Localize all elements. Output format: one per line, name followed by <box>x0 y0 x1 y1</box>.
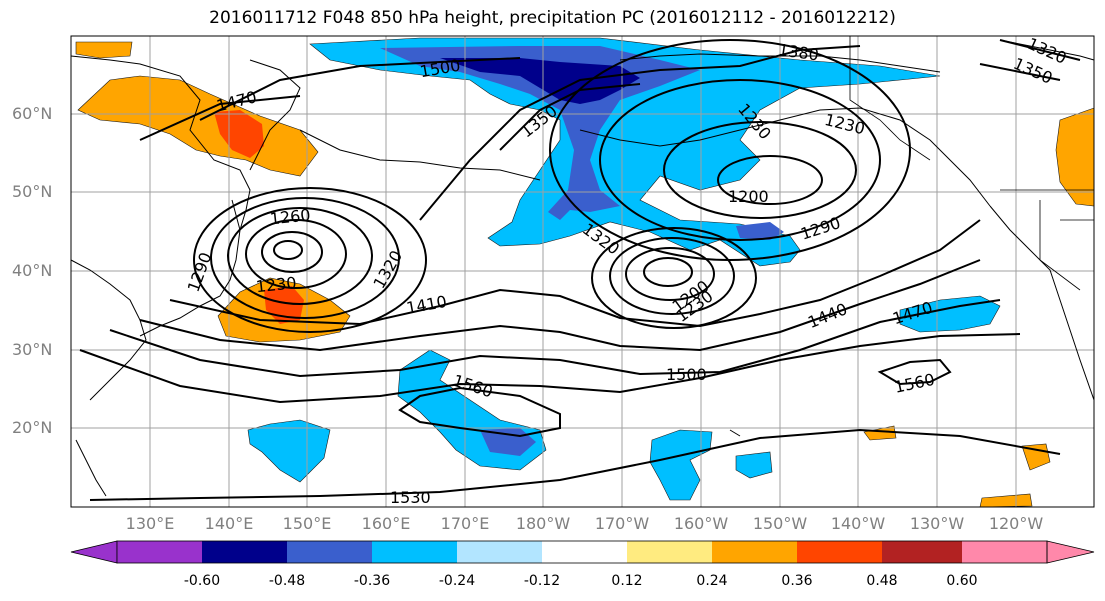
colorbar-extend-left <box>70 540 118 564</box>
colorbar-bin <box>202 541 287 563</box>
coast-philippines <box>75 439 107 497</box>
contour-1410 <box>169 219 981 328</box>
lon-label: 130°W <box>909 514 965 533</box>
graticule <box>71 36 1094 507</box>
shade-neg-s2 <box>735 451 773 479</box>
shade-pos-nw-red <box>214 110 264 158</box>
coast-japan <box>139 199 241 337</box>
contour-c-1290 <box>591 227 757 329</box>
colorbar-tick-label: -0.12 <box>523 573 561 589</box>
lon-label: 150°E <box>282 514 332 533</box>
contour-ne-1230 <box>663 121 857 219</box>
lon-label: 170°W <box>594 514 650 533</box>
colorbar-bin <box>712 541 797 563</box>
colorbar-tick-label: -0.24 <box>438 573 476 589</box>
contour-1380 <box>419 45 861 221</box>
shade-pos-se2 <box>979 493 1033 508</box>
coast-na-west <box>989 205 1095 401</box>
colorbar-bin <box>457 541 542 563</box>
colorbar-tick-label: 0.12 <box>611 573 643 589</box>
contour-1350-n <box>499 83 641 151</box>
contour-label: 1500 <box>666 365 707 384</box>
colorbar-tick-label: -0.48 <box>268 573 306 589</box>
shade-neg-east <box>899 295 1001 333</box>
coast-alaska-n <box>619 53 941 73</box>
shade-neg-north-dark <box>440 58 640 104</box>
contour-1500 <box>79 333 1021 404</box>
lon-label: 150°W <box>752 514 808 533</box>
contour-1500-n <box>199 57 521 121</box>
contour-c-1200 <box>643 257 693 287</box>
contour-1320-e <box>999 39 1081 61</box>
map-title: 2016011712 F048 850 hPa height, precipit… <box>209 8 896 28</box>
contour-c-1230 <box>625 247 715 301</box>
shade-pos-nw-top <box>75 41 133 59</box>
colorbar-outline <box>116 540 1048 564</box>
coast-alaska <box>579 107 991 207</box>
lat-label-20n: 20°N <box>12 418 53 437</box>
lat-label-40n: 40°N <box>12 261 53 280</box>
contour-label: 1230 <box>255 273 297 296</box>
colorbar-bin <box>797 541 882 563</box>
contour-label: 1530 <box>390 488 431 507</box>
colorbar-extend-right <box>1046 540 1095 564</box>
colorbar-bin <box>287 541 372 563</box>
lat-label-60n: 60°N <box>12 104 53 123</box>
lon-label: 140°E <box>204 514 254 533</box>
map-frame <box>70 35 1095 508</box>
contour-c-1260 <box>609 237 735 315</box>
lon-label: 160°E <box>361 514 411 533</box>
colorbar-bin <box>372 541 457 563</box>
contour-1560-w <box>398 386 561 438</box>
contour-w-1350 <box>193 187 427 333</box>
contour-1530 <box>89 428 1061 501</box>
contour-w-1320 <box>210 197 400 319</box>
coast-kamchatka <box>249 59 301 171</box>
colorbar-bin <box>882 541 962 563</box>
lon-label: 180°W <box>515 514 571 533</box>
shade-neg-east-mid <box>736 222 784 240</box>
contour-ne-1200 <box>717 155 823 205</box>
contour-w-1260 <box>245 219 347 289</box>
contour-w-1230 <box>261 231 323 273</box>
colorbar-tick-label: 0.24 <box>696 573 728 589</box>
shade-neg-sw <box>247 419 331 483</box>
border-states-1 <box>1039 200 1081 291</box>
colorbar-bin <box>542 541 627 563</box>
lon-label: 120°W <box>988 514 1044 533</box>
contour-1350-e <box>979 63 1061 81</box>
colorbar-tick-label: -0.36 <box>353 573 391 589</box>
height-contours <box>79 39 1081 501</box>
colorbar-tick-label: 0.36 <box>781 573 813 589</box>
contour-label: 1200 <box>728 187 769 206</box>
colorbar-tick-label: 0.60 <box>946 573 978 589</box>
colorbar <box>70 540 1095 564</box>
contour-1440 <box>139 259 981 352</box>
contour-1560-e <box>877 358 952 386</box>
lon-label: 170°E <box>440 514 490 533</box>
colorbar-bin <box>627 541 712 563</box>
lon-label: 160°W <box>673 514 729 533</box>
contour-ne-1290 <box>549 39 911 261</box>
coast-asia-ne <box>70 55 251 231</box>
contour-1470-n <box>139 95 301 141</box>
contour-label: 1260 <box>269 205 311 228</box>
colorbar-bin <box>117 541 202 563</box>
coast-hawaii <box>729 429 741 437</box>
colorbar-tick-label: -0.60 <box>183 573 221 589</box>
colorbar-bin <box>962 541 1047 563</box>
contour-w-1290 <box>227 207 373 305</box>
contour-w-1200 <box>273 240 303 260</box>
contour-1470 <box>109 299 1001 378</box>
lon-label: 130°E <box>125 514 175 533</box>
lon-label: 140°W <box>830 514 886 533</box>
lat-label-30n: 30°N <box>12 340 53 359</box>
contour-ne-1260 <box>599 79 881 241</box>
colorbar-tick-label: 0.48 <box>866 573 898 589</box>
coast-aleutians <box>299 129 541 181</box>
lat-label-50n: 50°N <box>12 182 53 201</box>
